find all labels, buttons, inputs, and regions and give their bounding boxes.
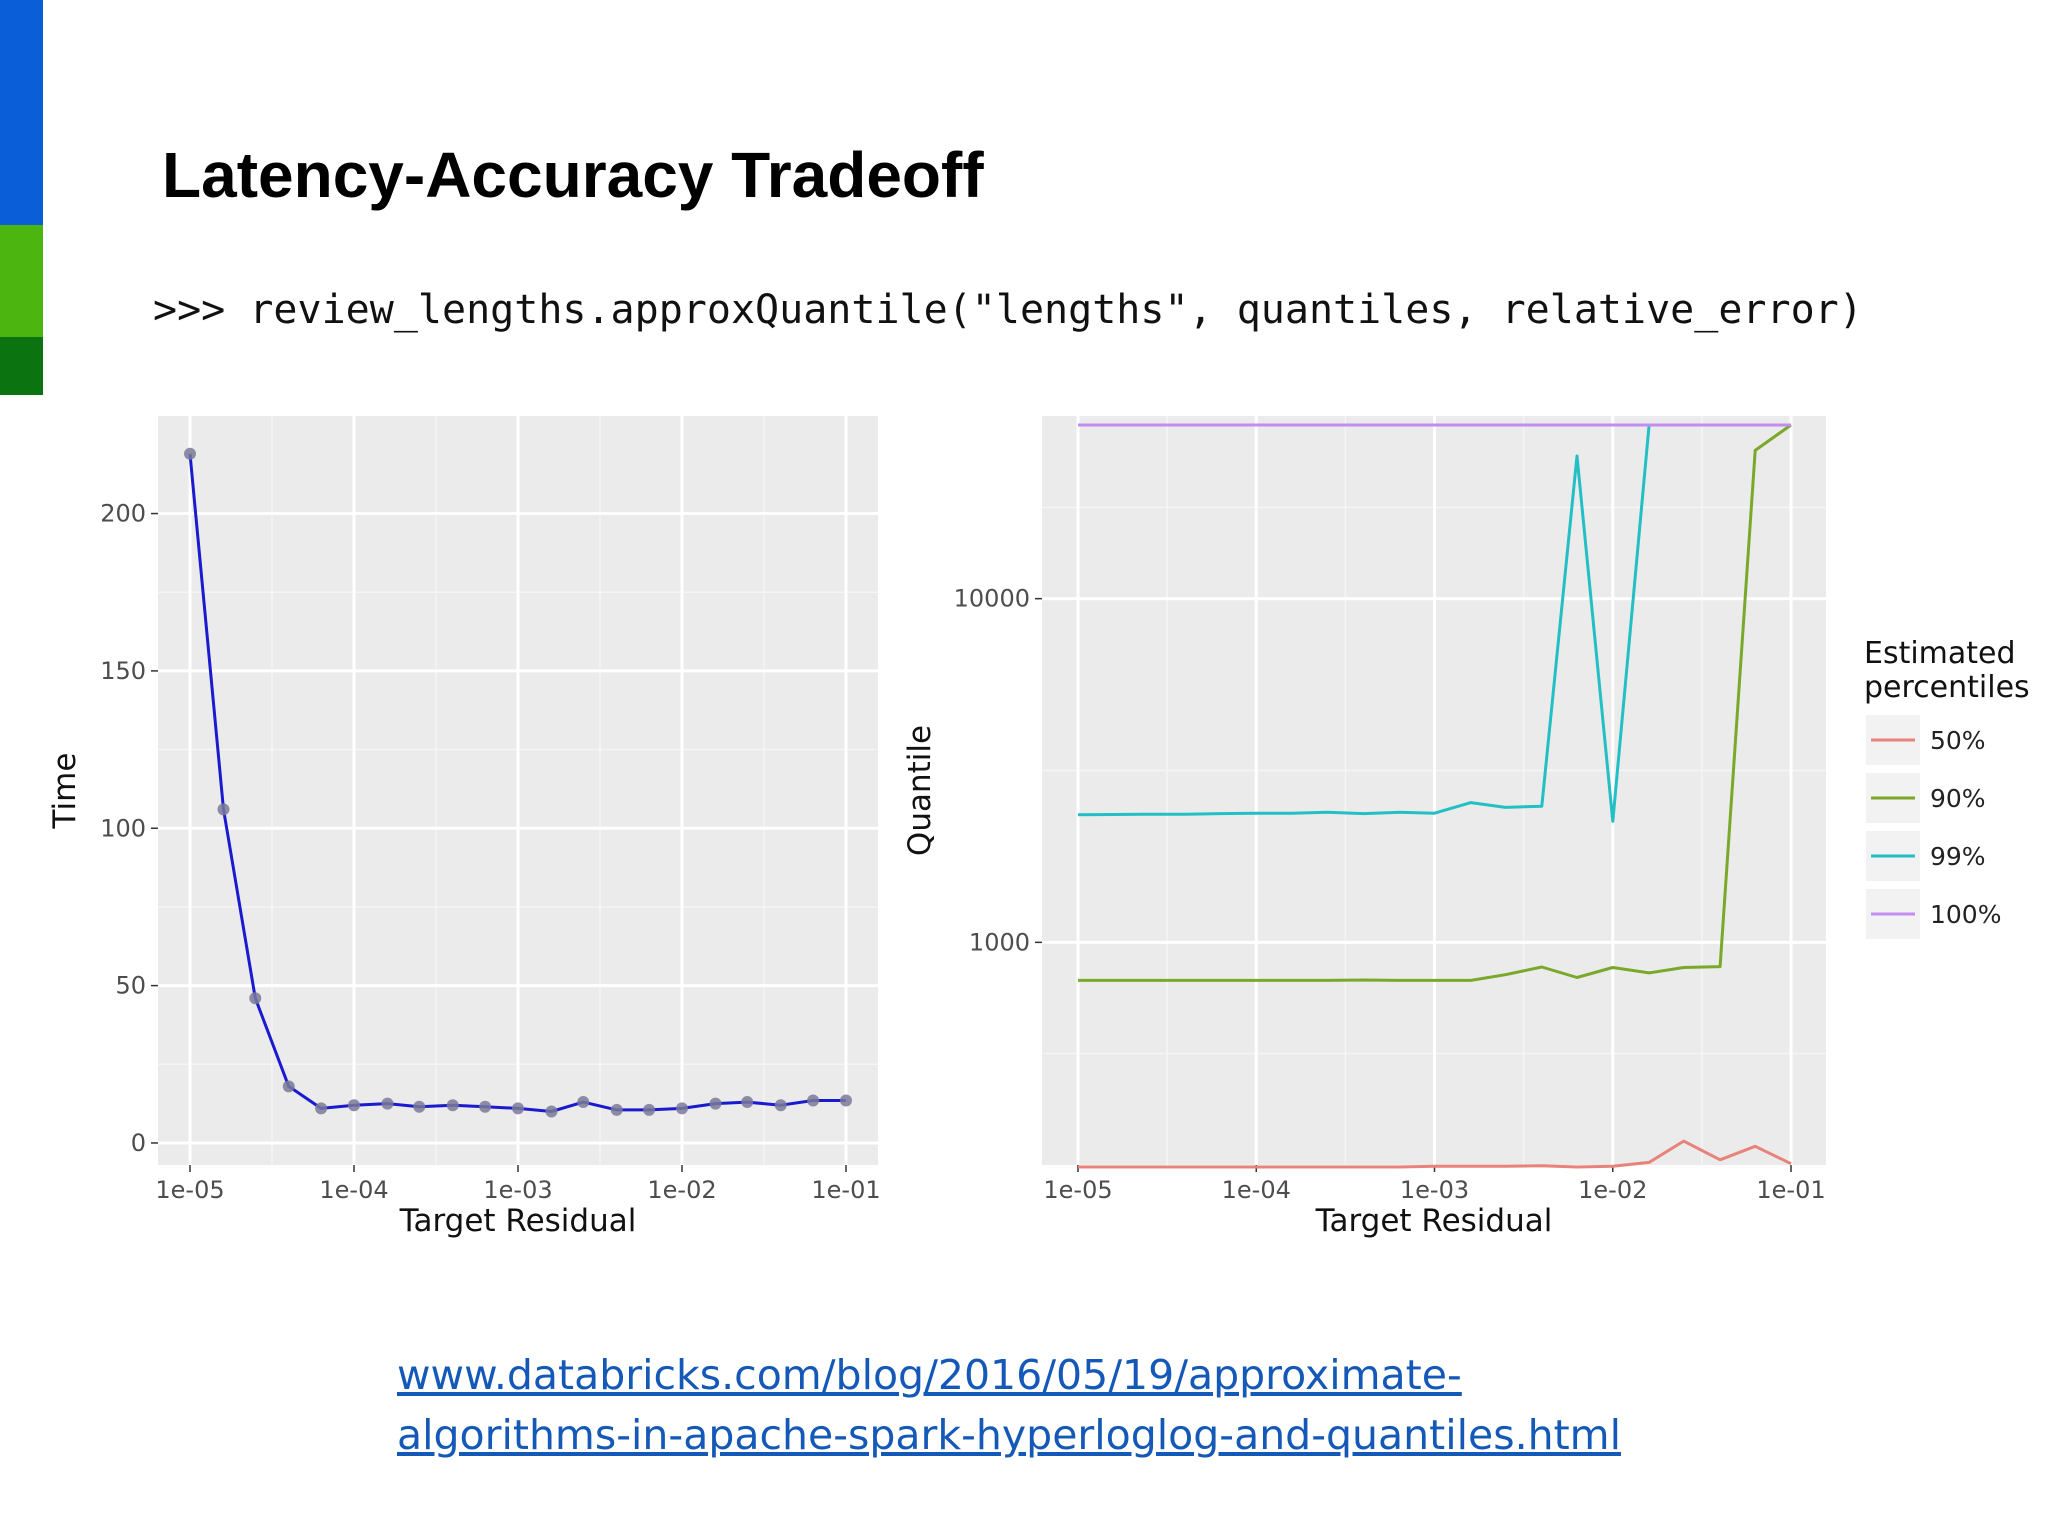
data-point <box>315 1102 328 1115</box>
legend-label: 50% <box>1930 726 1986 755</box>
legend-label: 99% <box>1930 842 1986 871</box>
chart-1: 1e-05 1e-04 1e-03 1e-02 1e-01 0 50 100 150 200 Tar… <box>47 416 881 1239</box>
data-point <box>709 1097 722 1110</box>
data-point <box>807 1094 820 1107</box>
accent-bar-dark-green <box>0 337 43 395</box>
data-point <box>381 1097 394 1110</box>
data-point <box>545 1105 558 1118</box>
x-tick-label: 1e-01 <box>811 1176 880 1204</box>
data-point <box>774 1099 787 1112</box>
y-tick-label: 0 <box>131 1129 146 1157</box>
x-tick-label: 1e-04 <box>1222 1176 1291 1204</box>
data-point <box>676 1102 688 1115</box>
y-tick-label: 200 <box>100 500 146 528</box>
data-point <box>446 1099 459 1112</box>
legend-label: 100% <box>1930 900 2001 929</box>
data-point <box>413 1100 426 1113</box>
data-point <box>184 447 196 460</box>
data-point <box>217 803 230 816</box>
slide-title: Latency-Accuracy Tradeoff <box>162 139 984 211</box>
y-tick-label: 1000 <box>969 928 1030 956</box>
data-point <box>479 1100 492 1113</box>
x-tick-label: 1e-02 <box>647 1176 716 1204</box>
data-point <box>741 1096 754 1109</box>
y-tick-label: 50 <box>115 972 146 1000</box>
source-link-line-2[interactable]: algorithms-in-apache-spark-hyperloglog-a… <box>397 1411 1621 1459</box>
y-axis-title: Quantile <box>902 725 938 856</box>
legend-label: 90% <box>1930 784 1986 813</box>
x-tick-label: 1e-03 <box>483 1176 552 1204</box>
x-axis-title: Target Residual <box>1315 1203 1553 1239</box>
y-tick-label: 100 <box>100 814 146 842</box>
charts-canvas: 1e-05 1e-04 1e-03 1e-02 1e-01 0 50 100 150 200 Tar… <box>47 416 2030 1239</box>
x-tick-label: 1e-01 <box>1756 1176 1825 1204</box>
x-axis-title: Target Residual <box>399 1203 637 1239</box>
code-snippet: >>> review_lengths.approxQuantile("lengt… <box>153 287 1863 333</box>
accent-bar-green <box>0 225 43 337</box>
data-point <box>282 1080 295 1093</box>
data-point <box>512 1102 524 1115</box>
x-tick-label: 1e-05 <box>1043 1176 1112 1204</box>
data-point <box>840 1094 852 1107</box>
series-line-90pct <box>1078 423 1792 982</box>
x-tick-label: 1e-05 <box>155 1176 224 1204</box>
x-tick-label: 1e-03 <box>1400 1176 1469 1204</box>
legend-title-line-1: Estimated <box>1864 636 2016 671</box>
source-link-line-1[interactable]: www.databricks.com/blog/2016/05/19/appro… <box>397 1351 1462 1399</box>
data-point <box>643 1103 656 1116</box>
y-tick-label: 10000 <box>954 585 1030 613</box>
source-link[interactable]: www.databricks.com/blog/2016/05/19/appro… <box>397 1345 1621 1465</box>
y-tick-label: 150 <box>100 657 146 685</box>
data-point <box>348 1099 360 1112</box>
data-point <box>249 992 262 1005</box>
x-tick-label: 1e-02 <box>1578 1176 1647 1204</box>
x-tick-label: 1e-04 <box>319 1176 388 1204</box>
y-axis-title: Time <box>47 753 83 830</box>
accent-bar-blue <box>0 0 43 225</box>
series-line-50pct <box>1078 1139 1792 1169</box>
data-point <box>577 1096 590 1109</box>
legend-title-line-2: percentiles <box>1864 670 2030 705</box>
chart-2: 1e-05 1e-04 1e-03 1e-02 1e-01 1000 10000 Target… <box>902 416 2030 1239</box>
data-point <box>610 1103 623 1116</box>
